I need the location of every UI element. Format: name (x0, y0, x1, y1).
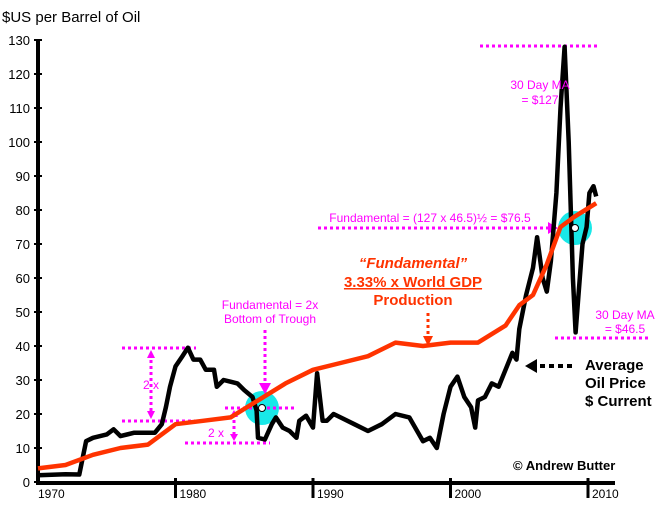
series-average-oil-price (37, 44, 599, 478)
intersection-dot-1986 (258, 404, 266, 412)
trough-label-2: Bottom of Trough (224, 312, 316, 326)
two-x-label-1: 2 x (143, 378, 159, 392)
peak-ma-label-2: = $127 (521, 93, 558, 107)
y-tick-label: 100 (8, 135, 30, 150)
y-tick-label: 20 (16, 407, 30, 422)
avg-label-3: $ Current (585, 393, 652, 410)
y-tick-label: 120 (8, 67, 30, 82)
peak-ma-label-1: 30 Day MA (510, 78, 569, 92)
annotation-lines (122, 44, 650, 445)
y-tick-label: 90 (16, 169, 30, 184)
y-tick-label: 80 (16, 203, 30, 218)
chart-title: $US per Barrel of Oil (2, 9, 140, 26)
x-tick-label: 1990 (317, 487, 344, 501)
x-tick-label: 1980 (180, 487, 207, 501)
trough-ma-label-2: = $46.5 (605, 322, 646, 336)
fundamental-line1: 3.33% x World GDP (344, 274, 482, 291)
x-tick-label: 2010 (592, 487, 619, 501)
fundamental-title: “Fundamental” (359, 255, 468, 272)
credit-label: © Andrew Butter (513, 458, 615, 473)
y-tick-label: 110 (9, 101, 30, 116)
avg-label-2: Oil Price (585, 375, 646, 392)
y-tick-label: 0 (23, 475, 30, 490)
avg-label-1: Average (585, 357, 644, 374)
y-tick-label: 130 (8, 33, 30, 48)
x-tick-label: 2000 (455, 487, 482, 501)
y-tick-label: 70 (16, 237, 30, 252)
y-tick-label: 40 (16, 339, 30, 354)
intersection-dot-2008 (571, 224, 579, 232)
fundamental-arrowhead (423, 336, 433, 346)
y-tick-label: 60 (16, 271, 30, 286)
geo-mean-label: Fundamental = (127 x 46.5)½ = $76.5 (329, 211, 531, 225)
trough-label-1: Fundamental = 2x (222, 298, 318, 312)
avg-arrowhead (525, 359, 537, 373)
series-fundamental (37, 201, 598, 471)
fundamental-line2: Production (373, 292, 452, 309)
x-tick-label: 1970 (38, 487, 65, 501)
y-tick-label: 50 (16, 305, 30, 320)
trough-ma-label-1: 30 Day MA (595, 308, 654, 322)
two-x-label-2: 2 x (208, 426, 224, 440)
y-tick-label: 30 (16, 373, 30, 388)
y-tick-label: 10 (16, 441, 30, 456)
